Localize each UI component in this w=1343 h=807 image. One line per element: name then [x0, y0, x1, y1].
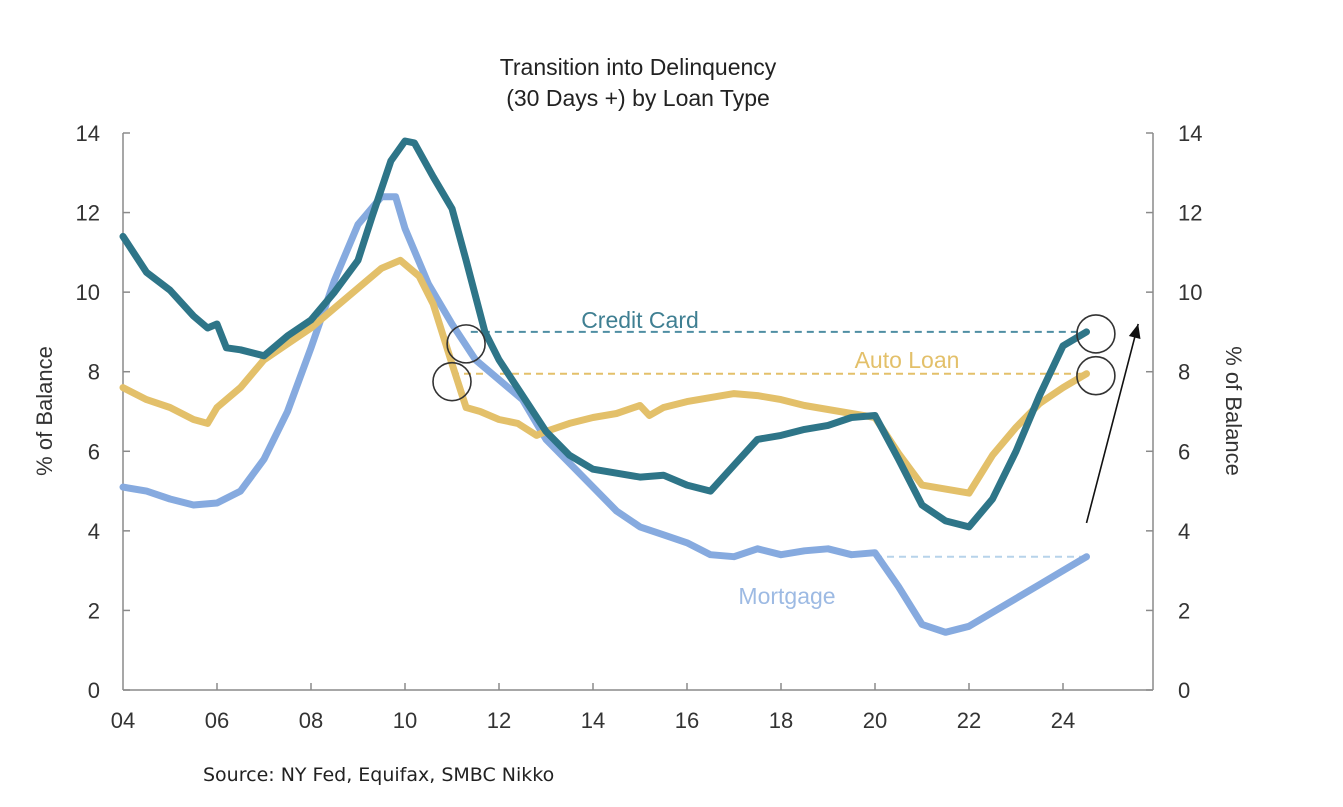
- right-y-tick-label: 2: [1178, 598, 1190, 623]
- x-tick-label: 22: [957, 708, 981, 733]
- trend-arrow-head: [1128, 323, 1141, 340]
- right-y-tick-label: 4: [1178, 519, 1190, 544]
- x-tick-label: 04: [111, 708, 135, 733]
- x-tick-label: 14: [581, 708, 605, 733]
- left-y-tick-label: 0: [88, 678, 100, 703]
- right-y-ticks: 0 2 4 6 8 10 12 14: [1146, 121, 1202, 703]
- x-tick-label: 08: [299, 708, 323, 733]
- credit-card-label: Credit Card: [581, 307, 699, 333]
- series-lines: [119, 137, 1090, 636]
- left-y-tick-label: 12: [76, 201, 100, 226]
- mortgage-label: Mortgage: [738, 583, 835, 609]
- x-tick-label: 20: [863, 708, 887, 733]
- right-y-tick-label: 0: [1178, 678, 1190, 703]
- left-y-tick-label: 10: [76, 280, 100, 305]
- x-tick-label: 12: [487, 708, 511, 733]
- x-tick-label: 16: [675, 708, 699, 733]
- left-y-tick-label: 8: [88, 360, 100, 385]
- highlight-circles: [432, 314, 1116, 402]
- highlight-circle: [1076, 314, 1116, 354]
- x-tick-label: 10: [393, 708, 417, 733]
- x-tick-label: 06: [205, 708, 229, 733]
- left-y-tick-label: 4: [88, 519, 100, 544]
- right-y-tick-label: 6: [1178, 439, 1190, 464]
- chart-title-line-1: Transition into Delinquency: [500, 54, 777, 80]
- auto-loan-series-line: [119, 256, 1090, 497]
- x-tick-label: 18: [769, 708, 793, 733]
- trend-arrow: [1085, 323, 1141, 524]
- right-y-tick-label: 10: [1178, 280, 1202, 305]
- trend-arrow-shaft: [1085, 323, 1139, 524]
- highlight-circle: [1076, 355, 1116, 396]
- credit-card-series-line: [119, 137, 1090, 531]
- left-y-tick-label: 6: [88, 439, 100, 464]
- mortgage-series-line: [119, 193, 1090, 636]
- right-y-tick-label: 12: [1178, 201, 1202, 226]
- reference-lines: [452, 330, 1087, 558]
- left-y-ticks: 0 2 4 6 8 10 12 14: [76, 121, 130, 703]
- x-ticks: 04 06 08 10 12 14 16 18 20 22 24: [111, 683, 1075, 733]
- source-note: Source: NY Fed, Equifax, SMBC Nikko: [203, 764, 555, 786]
- left-y-axis-label: % of Balance: [32, 346, 57, 476]
- auto-loan-label: Auto Loan: [855, 347, 960, 373]
- right-y-axis-label: % of Balance: [1221, 346, 1246, 476]
- left-y-tick-label: 2: [88, 598, 100, 623]
- right-y-tick-label: 8: [1178, 360, 1190, 385]
- highlight-circle: [432, 361, 472, 402]
- left-y-tick-label: 14: [76, 121, 100, 146]
- right-y-tick-label: 14: [1178, 121, 1202, 146]
- highlight-circle: [446, 324, 486, 364]
- x-tick-label: 24: [1051, 708, 1075, 733]
- chart-title-line-2: (30 Days +) by Loan Type: [506, 85, 770, 111]
